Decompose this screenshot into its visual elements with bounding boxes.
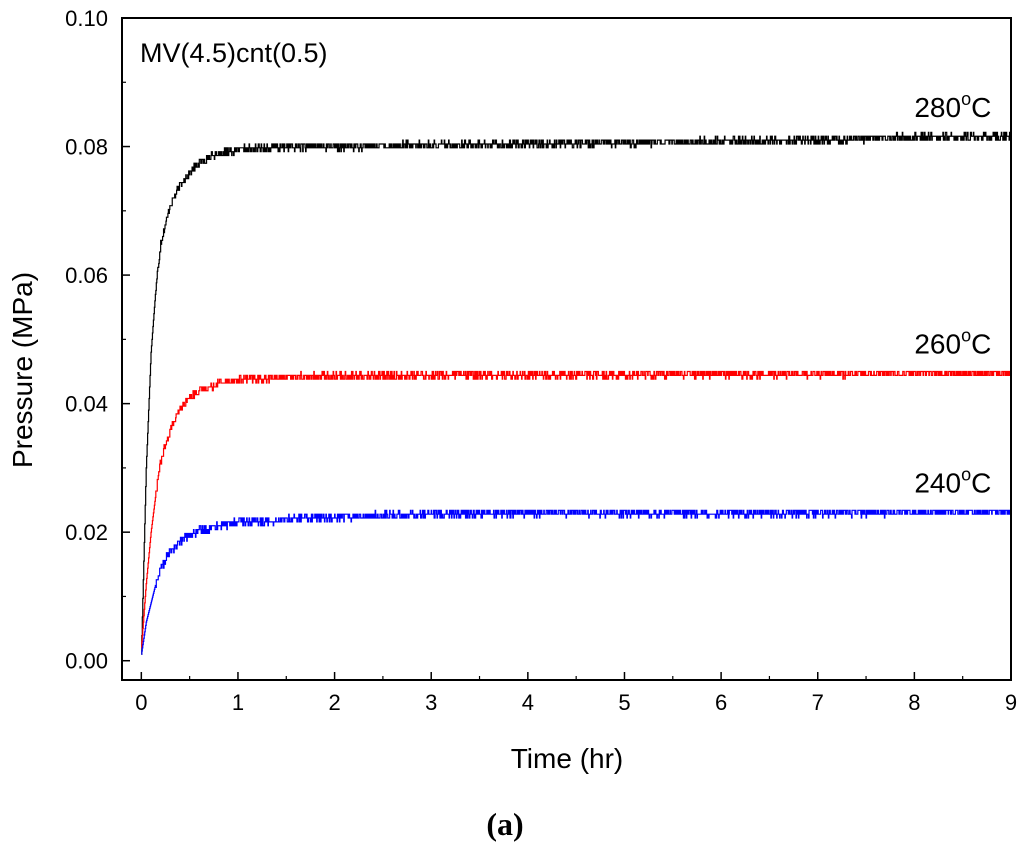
x-tick-label: 7 <box>812 690 824 715</box>
series-labels: 280oC 260oC 240oC <box>914 89 991 498</box>
y-tick-label: 0.08 <box>65 135 108 160</box>
series-label-280: 280oC <box>914 89 991 123</box>
series-line-260 <box>141 370 1012 649</box>
x-tick-label: 3 <box>425 690 437 715</box>
sample-annotation: MV(4.5)cnt(0.5) <box>140 38 328 68</box>
series-layer <box>141 131 1012 655</box>
series-label-240: 240oC <box>914 464 991 498</box>
figure-caption-letter: a <box>497 806 513 842</box>
x-axis-title: Time (hr) <box>511 743 624 774</box>
x-tick-label: 6 <box>715 690 727 715</box>
series-label-260: 260oC <box>914 325 991 359</box>
series-line-240 <box>141 509 1011 655</box>
y-tick-label: 0.04 <box>65 392 108 417</box>
y-axis-title: Pressure (MPa) <box>7 272 38 468</box>
x-tick-label: 8 <box>908 690 920 715</box>
x-tick-label: 1 <box>232 690 244 715</box>
series-line-280 <box>141 131 1012 655</box>
plot-frame <box>121 17 1012 681</box>
x-tick-label: 9 <box>1005 690 1017 715</box>
x-tick-label: 2 <box>328 690 340 715</box>
y-tick-label: 0.10 <box>65 6 108 31</box>
x-tick-label: 4 <box>522 690 534 715</box>
y-tick-label: 0.02 <box>65 520 108 545</box>
x-tick-labels: 0 1 2 3 4 5 6 7 8 9 <box>135 690 1017 715</box>
y-tick-labels: 0.00 0.02 0.04 0.06 0.08 0.10 <box>65 6 108 674</box>
y-tick-label: 0.00 <box>65 649 108 674</box>
axis-ticks <box>122 17 1012 680</box>
figure-caption: (a) <box>486 806 523 842</box>
x-tick-label: 0 <box>135 690 147 715</box>
y-tick-label: 0.06 <box>65 263 108 288</box>
x-tick-label: 5 <box>618 690 630 715</box>
